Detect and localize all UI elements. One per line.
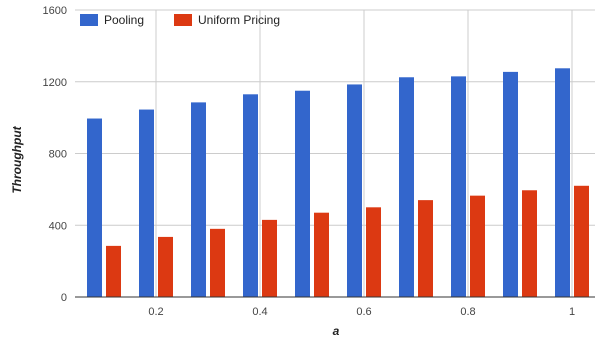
bar-uniform-pricing <box>210 228 225 297</box>
bar-uniform-pricing <box>366 207 381 297</box>
bar-pooling <box>243 94 258 298</box>
legend: Pooling Uniform Pricing <box>80 13 280 27</box>
bar-pooling <box>399 77 414 297</box>
y-axis-title: Throughput <box>10 125 24 193</box>
bar-uniform-pricing <box>314 212 329 297</box>
bar-uniform-pricing <box>522 190 537 297</box>
bar-pooling <box>451 76 466 298</box>
bar-uniform-pricing <box>574 185 589 297</box>
x-tick-label: 0.4 <box>252 306 267 318</box>
x-axis-title: a <box>333 324 340 338</box>
legend-swatch-pooling <box>80 14 98 26</box>
x-tick-label: 0.2 <box>148 306 163 318</box>
legend-label-pooling: Pooling <box>104 13 144 27</box>
bar-pooling <box>191 102 206 297</box>
y-tick-label: 800 <box>49 149 67 161</box>
bar-uniform-pricing <box>106 245 121 297</box>
x-tick-label: 0.8 <box>460 306 475 318</box>
y-tick-label: 1600 <box>43 5 67 17</box>
y-tick-labels: 0 400 800 1200 1600 <box>43 5 67 304</box>
y-tick-label: 0 <box>61 292 67 304</box>
bar-pooling <box>295 90 310 297</box>
bars <box>87 68 589 298</box>
legend-swatch-uniform-pricing <box>174 14 192 26</box>
x-tick-label: 1 <box>569 306 575 318</box>
x-tick-labels: 0.2 0.4 0.6 0.8 1 <box>148 306 575 318</box>
bar-uniform-pricing <box>262 219 277 297</box>
bar-pooling <box>347 84 362 297</box>
y-tick-label: 1200 <box>43 77 67 89</box>
bar-pooling <box>503 71 518 298</box>
bar-pooling <box>87 118 102 297</box>
y-tick-label: 400 <box>49 220 67 232</box>
bar-pooling <box>555 68 570 297</box>
bar-uniform-pricing <box>418 200 433 297</box>
bar-pooling <box>139 109 154 297</box>
legend-label-uniform-pricing: Uniform Pricing <box>198 13 280 27</box>
bar-uniform-pricing <box>158 236 173 297</box>
x-tick-label: 0.6 <box>356 306 371 318</box>
bar-uniform-pricing <box>470 195 485 297</box>
